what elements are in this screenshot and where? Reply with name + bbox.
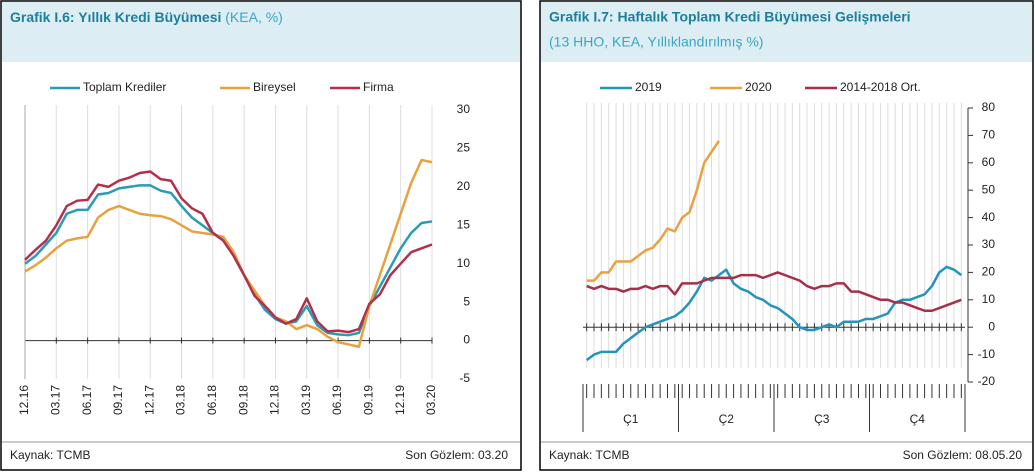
group-label: Ç2: [719, 412, 735, 426]
legend-label: Bireysel: [253, 80, 296, 94]
x-tick-label: 03.20: [424, 385, 438, 415]
group-label: Ç3: [814, 412, 830, 426]
legend-label: Toplam Krediler: [83, 80, 166, 94]
legend-label: 2014-2018 Ort.: [840, 80, 921, 94]
chart-subtitle: (13 HHO, KEA, Yıllıklandırılmış %): [549, 34, 763, 50]
legend-label: Firma: [363, 80, 394, 94]
x-tick-label: 09.17: [111, 385, 125, 415]
chart-title: Grafik I.7: Haftalık Toplam Kredi Büyüme…: [549, 9, 911, 25]
x-tick-label: 06.19: [330, 385, 344, 415]
y-tick-label: 50: [982, 182, 996, 196]
title-band: [2, 2, 520, 62]
y-tick-label: -5: [459, 371, 470, 385]
series-line: [586, 271, 962, 313]
y-tick-label: 25: [457, 141, 471, 155]
y-tick-label: 10: [457, 256, 471, 270]
source: Kaynak: TCMB: [549, 448, 629, 462]
title-band: [541, 2, 1032, 62]
y-tick-label: 30: [982, 237, 996, 251]
y-tick-label: 70: [982, 128, 996, 142]
x-tick-label: 09.19: [362, 385, 376, 415]
title-text: Grafik I.6: Yıllık Kredi Büyümesi: [10, 9, 221, 25]
series-line: [585, 265, 963, 362]
x-tick-label: 12.19: [393, 385, 407, 415]
series-line: [24, 158, 433, 348]
x-tick-label: 03.17: [48, 385, 62, 415]
subtitle-text: (KEA, %): [225, 9, 283, 25]
group-label: Ç1: [623, 412, 639, 426]
y-tick-label: 80: [982, 100, 996, 114]
y-tick-label: 0: [463, 333, 470, 347]
y-tick-label: 5: [463, 294, 470, 308]
y-tick-label: 0: [988, 319, 995, 333]
panel-frame: [539, 0, 1034, 471]
y-tick-label: 60: [982, 155, 996, 169]
chart-title: Grafik I.6: Yıllık Kredi Büyümesi (KEA, …: [10, 9, 283, 25]
legend-label: 2019: [635, 80, 662, 94]
x-tick-label: 12.16: [17, 385, 31, 415]
note: Son Gözlem: 08.05.20: [903, 448, 1023, 462]
y-tick-label: 20: [457, 179, 471, 193]
y-tick-label: 30: [457, 102, 471, 116]
y-tick-label: -20: [978, 374, 996, 388]
x-tick-label: 03.19: [299, 385, 313, 415]
series-line: [24, 170, 433, 334]
x-tick-label: 03.18: [174, 385, 188, 415]
y-tick-label: -10: [978, 347, 996, 361]
y-tick-label: 40: [982, 210, 996, 224]
legend-label: 2020: [745, 80, 772, 94]
x-tick-label: 12.18: [268, 385, 282, 415]
x-tick-label: 09.18: [236, 385, 250, 415]
y-tick-label: 10: [982, 292, 996, 306]
x-tick-label: 12.17: [142, 385, 156, 415]
x-tick-label: 06.17: [80, 385, 94, 415]
x-tick-label: 06.18: [205, 385, 219, 415]
y-tick-label: 15: [457, 217, 471, 231]
note: Son Gözlem: 03.20: [405, 448, 508, 462]
source: Kaynak: TCMB: [10, 448, 90, 462]
group-label: Ç4: [910, 412, 926, 426]
y-tick-label: 20: [982, 265, 996, 279]
series-line: [586, 140, 720, 282]
